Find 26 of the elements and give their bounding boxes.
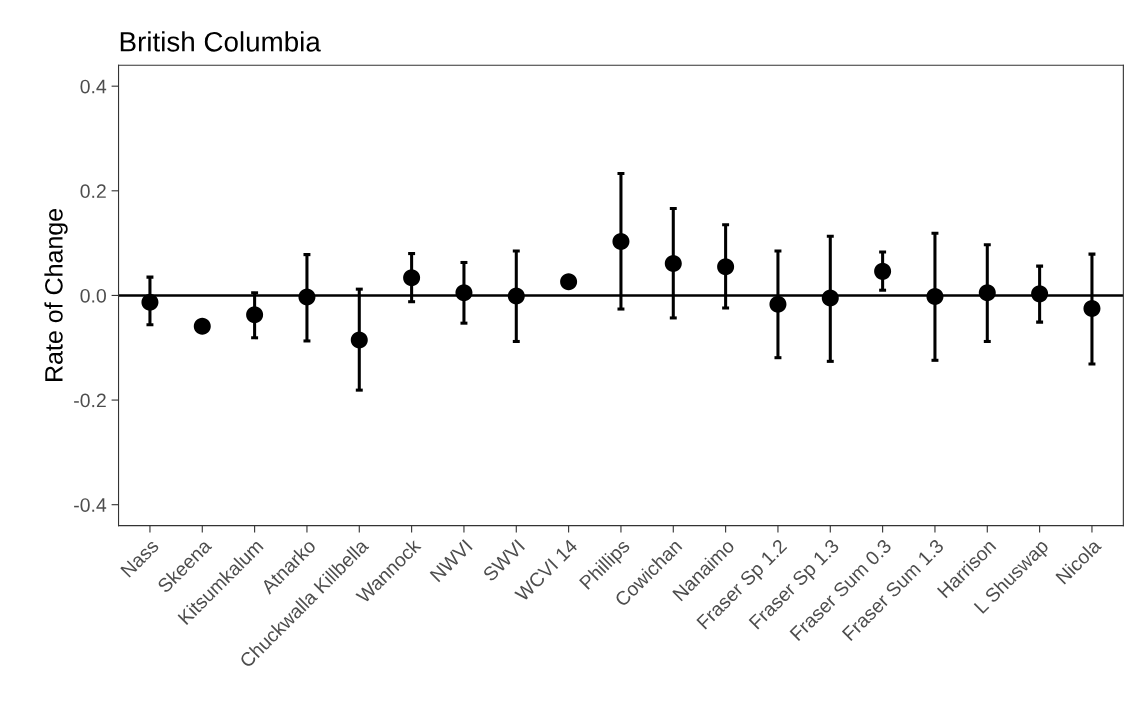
point	[769, 295, 787, 313]
point	[1031, 285, 1049, 303]
point	[403, 269, 421, 287]
point	[612, 233, 630, 251]
point	[1083, 300, 1101, 318]
point	[298, 288, 316, 306]
y-tick-label: 0.0	[80, 288, 106, 303]
chart-title: British Columbia	[120, 31, 321, 52]
point	[246, 306, 264, 324]
point	[350, 331, 368, 349]
point	[193, 317, 211, 335]
point	[141, 293, 159, 311]
y-tick-label: 0.2	[80, 184, 106, 199]
point	[717, 258, 735, 276]
point	[926, 287, 944, 305]
point	[507, 287, 525, 305]
point	[874, 262, 892, 280]
y-tick-label: -0.4	[74, 498, 107, 512]
point	[560, 273, 578, 291]
point	[664, 255, 682, 273]
y-tick-label: 0.4	[80, 79, 107, 94]
y-axis-title: Rate of Change	[44, 208, 68, 381]
point	[455, 284, 473, 302]
y-tick-label: -0.2	[74, 393, 106, 408]
point	[978, 284, 996, 302]
point	[821, 289, 839, 307]
